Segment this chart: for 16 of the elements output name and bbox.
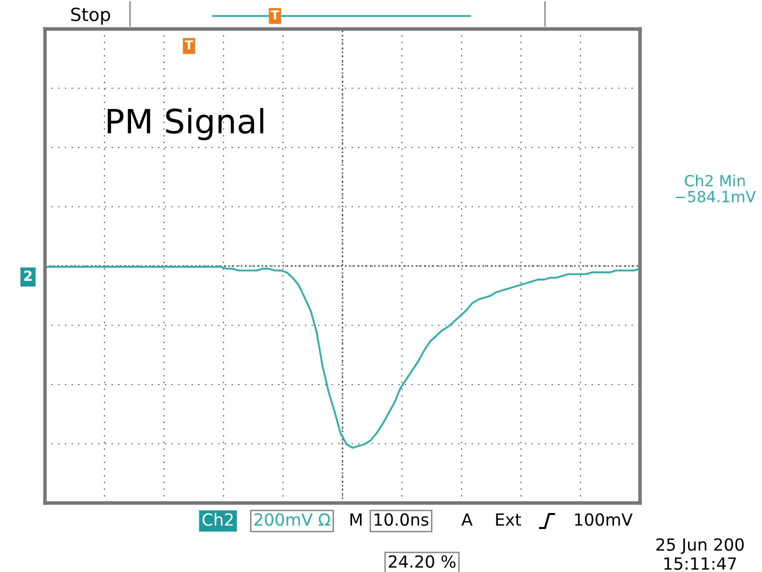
text: M	[350, 513, 362, 526]
text: 25 Jun 200	[656, 538, 744, 554]
text: T	[184, 40, 194, 50]
text: Ch2	[202, 512, 233, 526]
text: 200mV Ω	[254, 513, 330, 526]
text: A	[461, 513, 473, 526]
text: T	[270, 10, 280, 20]
text: Ext	[496, 513, 522, 526]
text: Stop	[71, 8, 110, 25]
text: 100mV	[575, 513, 633, 526]
text: 10.0ns	[374, 513, 428, 526]
text: 2	[24, 270, 32, 281]
text: 15:11:47	[664, 557, 736, 570]
text: Ch2 Min −584.1mV	[676, 174, 756, 202]
chart-title: PM Signal	[108, 108, 264, 140]
text: 24.20 %	[388, 555, 456, 568]
